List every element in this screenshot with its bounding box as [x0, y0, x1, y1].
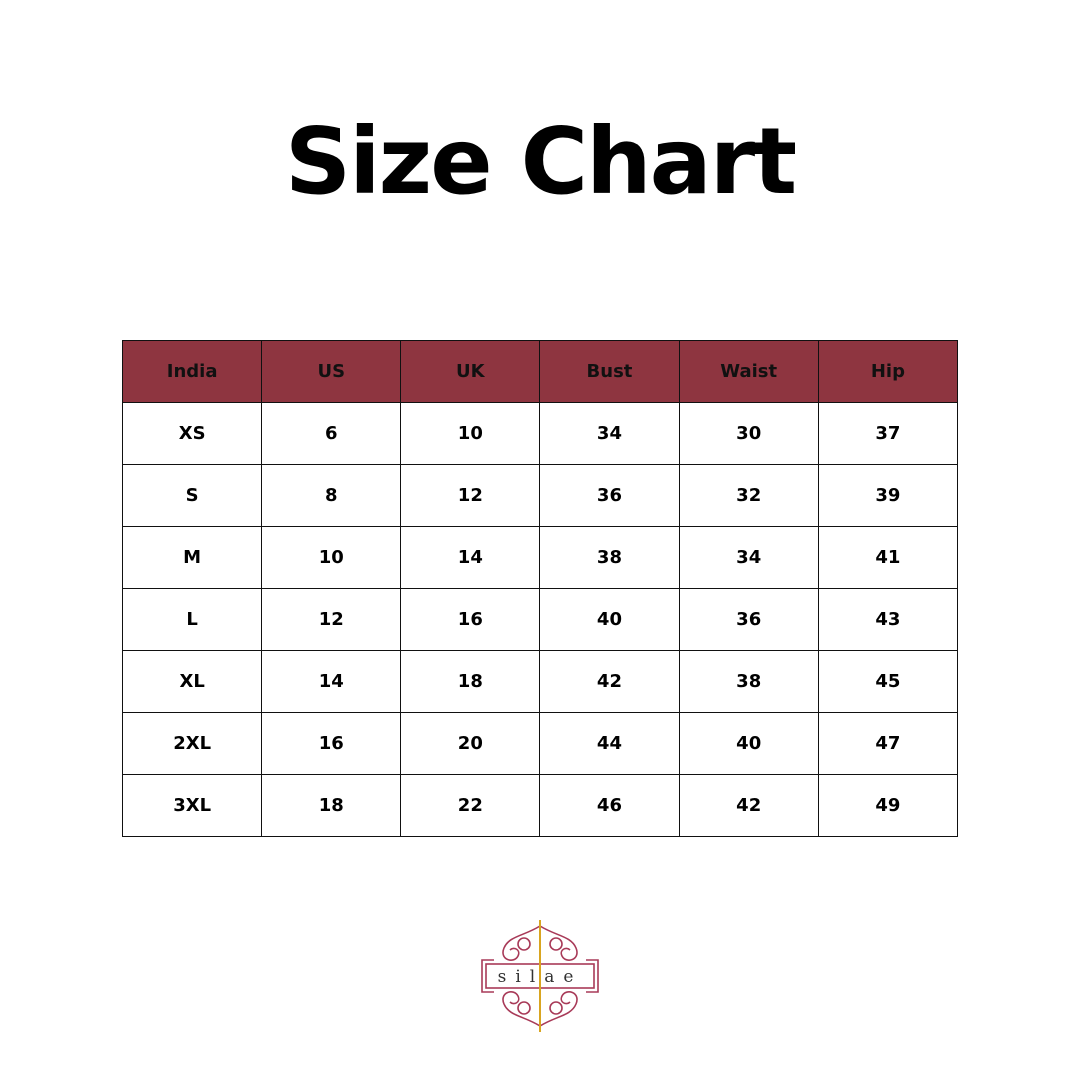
table-row: L 12 16 40 36 43: [121, 588, 959, 651]
table-cell: 43: [817, 588, 959, 651]
table-cell: 12: [261, 588, 402, 651]
table-cell: 6: [261, 402, 402, 465]
column-header: US: [261, 340, 402, 403]
table-row: 3XL 18 22 46 42 49: [121, 774, 959, 837]
table-cell: L: [121, 588, 263, 651]
table-cell: 49: [817, 774, 959, 837]
table-cell: 22: [400, 774, 541, 837]
silae-logo: silae: [481, 920, 599, 1032]
table-cell: 46: [539, 774, 680, 837]
table-cell: 8: [261, 464, 402, 527]
column-header: Hip: [817, 340, 959, 403]
table-cell: 42: [539, 650, 680, 713]
table-cell: 38: [678, 650, 819, 713]
table-cell: 42: [678, 774, 819, 837]
table-cell: 18: [261, 774, 402, 837]
logo-text: silae: [498, 967, 583, 987]
table-cell: S: [121, 464, 263, 527]
table-cell: 36: [539, 464, 680, 527]
table-cell: 34: [539, 402, 680, 465]
column-header: Waist: [678, 340, 819, 403]
table-cell: 40: [539, 588, 680, 651]
table-cell: 10: [400, 402, 541, 465]
table-cell: 44: [539, 712, 680, 775]
table-cell: 37: [817, 402, 959, 465]
column-header: India: [121, 340, 263, 403]
table-cell: 39: [817, 464, 959, 527]
table-cell: 12: [400, 464, 541, 527]
table-cell: 34: [678, 526, 819, 589]
table-header-row: India US UK Bust Waist Hip: [121, 340, 959, 403]
table-cell: M: [121, 526, 263, 589]
table-row: XS 6 10 34 30 37: [121, 402, 959, 465]
table-cell: 2XL: [121, 712, 263, 775]
table-cell: 47: [817, 712, 959, 775]
column-header: UK: [400, 340, 541, 403]
table-cell: XS: [121, 402, 263, 465]
table-cell: 38: [539, 526, 680, 589]
table-cell: 30: [678, 402, 819, 465]
table-row: XL 14 18 42 38 45: [121, 650, 959, 713]
table-cell: 36: [678, 588, 819, 651]
table-cell: 14: [261, 650, 402, 713]
table-row: S 8 12 36 32 39: [121, 464, 959, 527]
table-cell: 16: [400, 588, 541, 651]
column-header: Bust: [539, 340, 680, 403]
table-row: 2XL 16 20 44 40 47: [121, 712, 959, 775]
table-cell: XL: [121, 650, 263, 713]
table-cell: 45: [817, 650, 959, 713]
table-cell: 20: [400, 712, 541, 775]
table-cell: 16: [261, 712, 402, 775]
table-cell: 14: [400, 526, 541, 589]
table-row: M 10 14 38 34 41: [121, 526, 959, 589]
table-cell: 32: [678, 464, 819, 527]
table-cell: 18: [400, 650, 541, 713]
table-cell: 40: [678, 712, 819, 775]
size-chart-table: India US UK Bust Waist Hip XS 6 10 34 30 37 S 8 12 36 3…: [121, 340, 959, 837]
table-cell: 41: [817, 526, 959, 589]
page-title: Size Chart: [284, 108, 797, 215]
table-cell: 3XL: [121, 774, 263, 837]
table-cell: 10: [261, 526, 402, 589]
